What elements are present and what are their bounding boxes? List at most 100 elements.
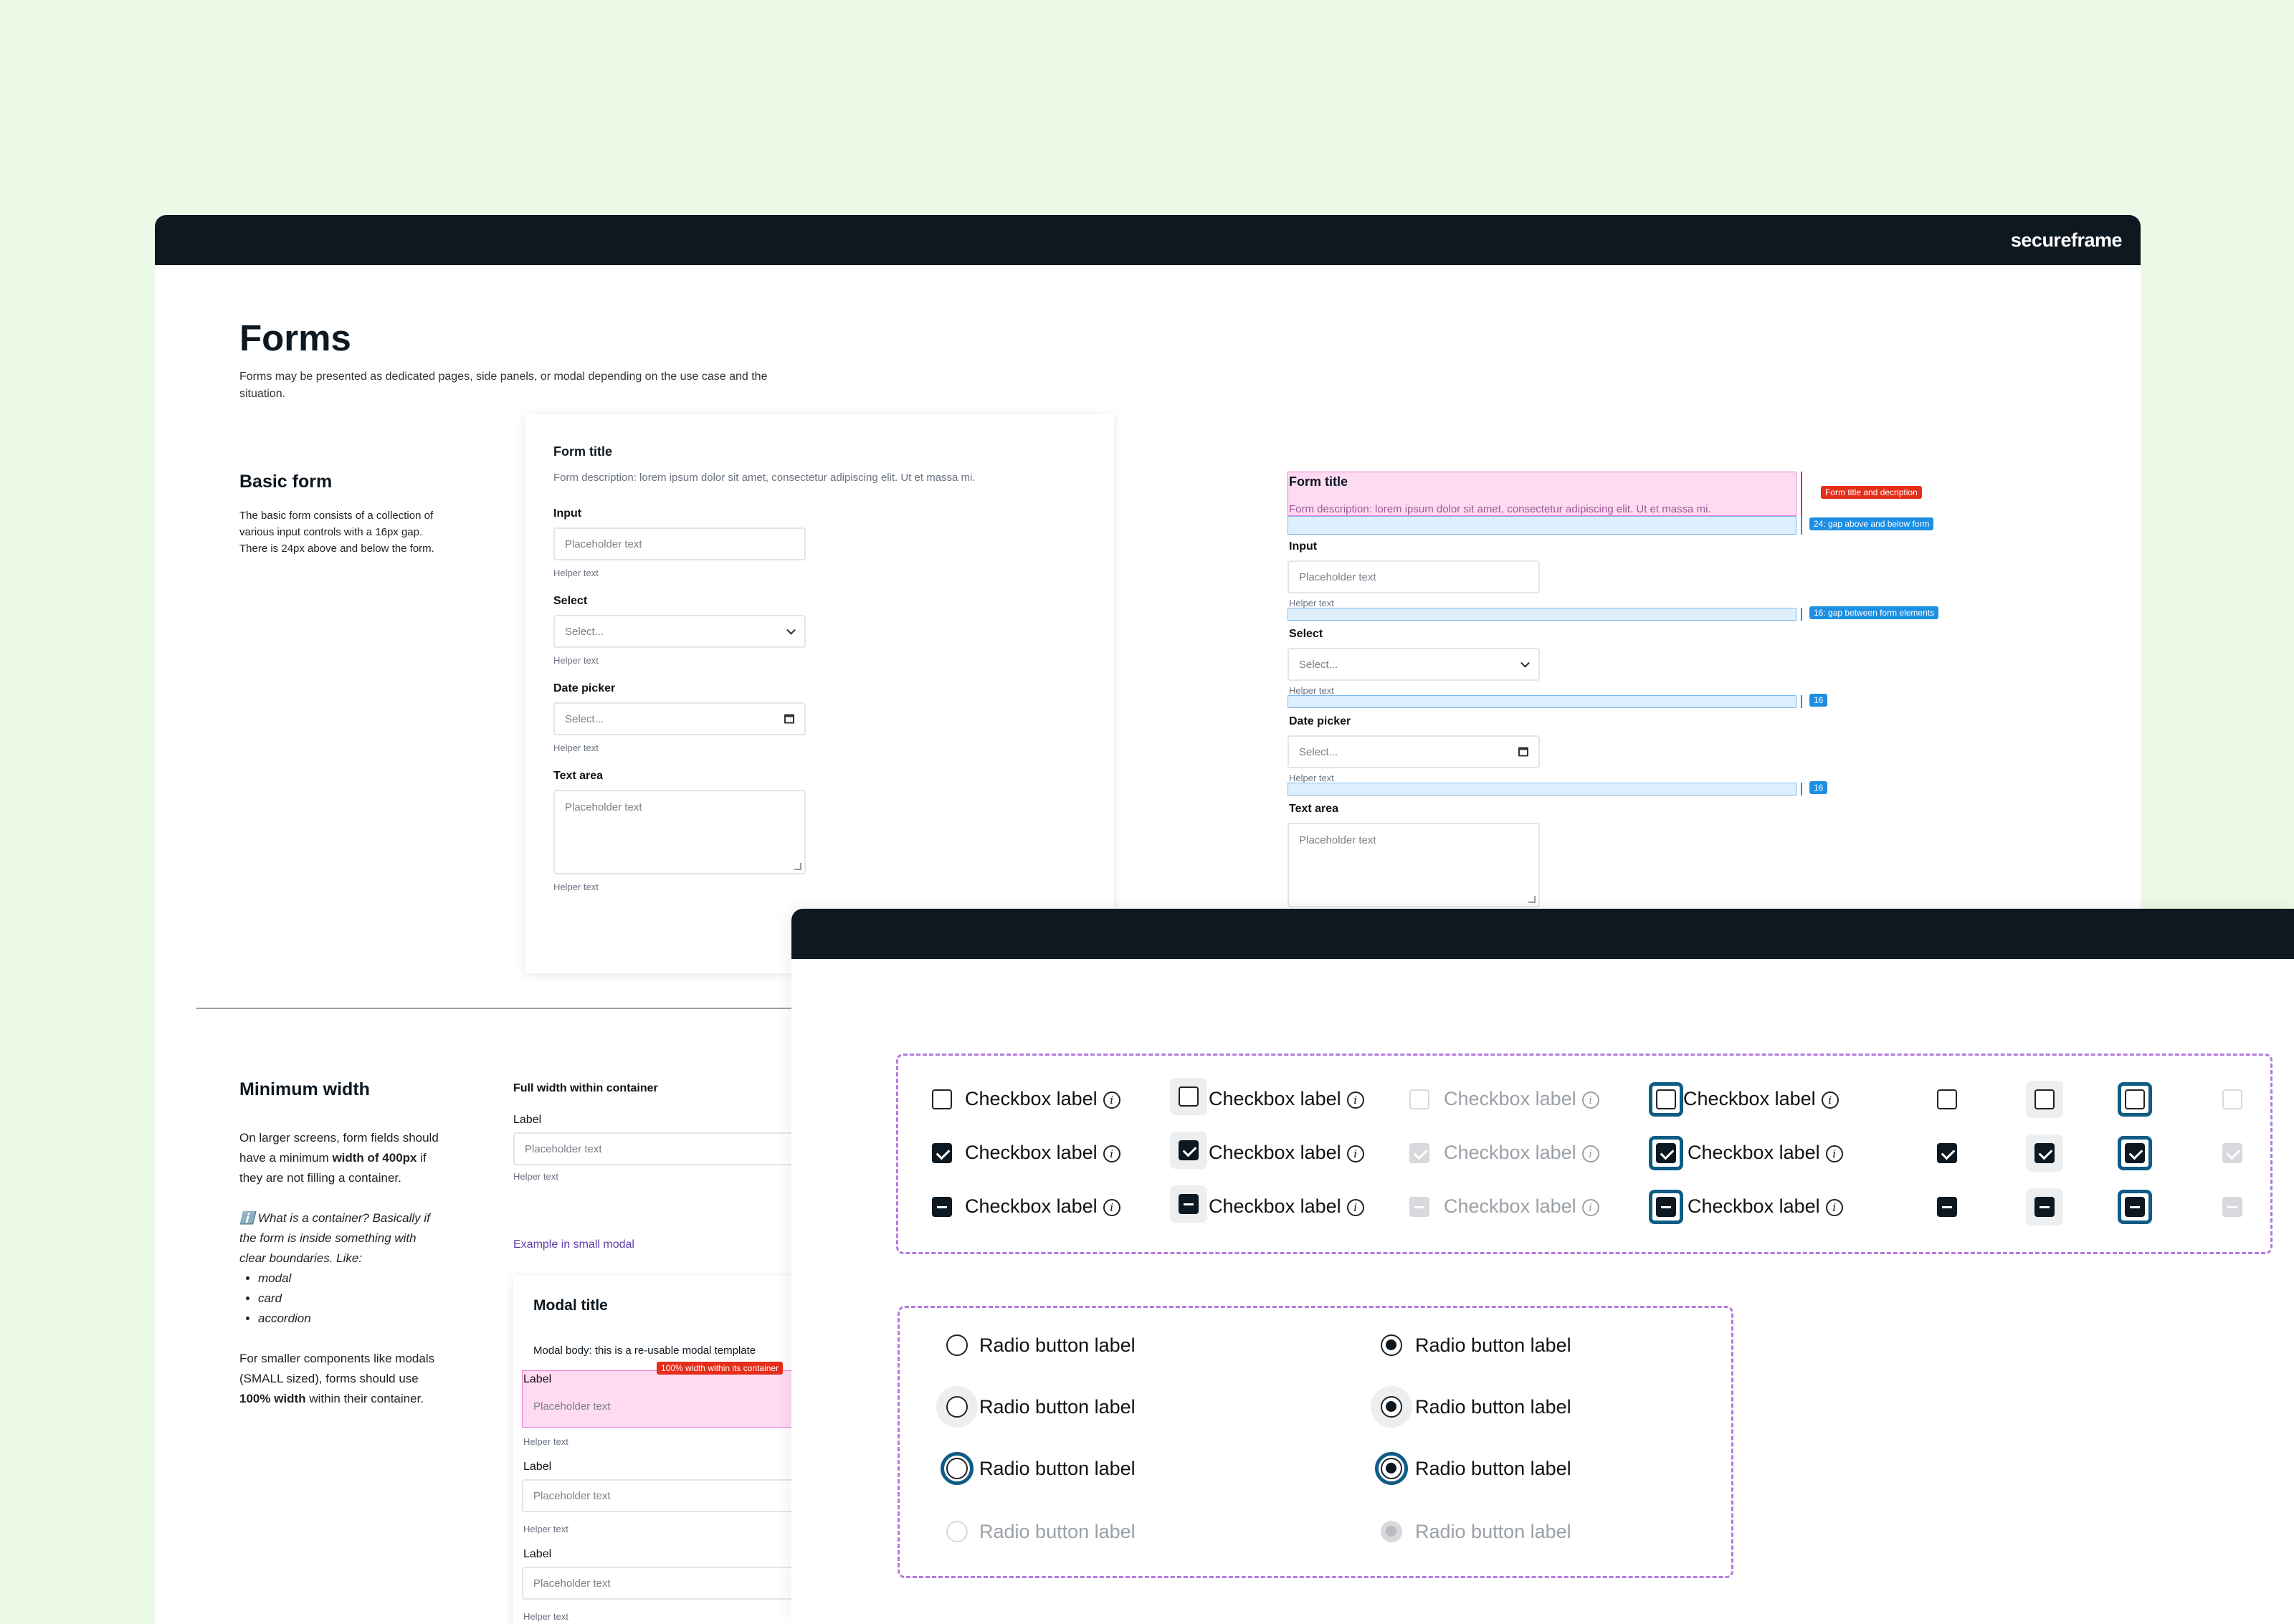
calendar-icon: [784, 714, 794, 724]
min-width-heading: Minimum width: [239, 1079, 370, 1099]
text-input[interactable]: Placeholder text: [553, 527, 806, 560]
checkbox-states-group: [896, 1054, 2272, 1254]
top-bar: secureframe: [155, 215, 2141, 265]
radio-label: Radio button label: [1415, 1334, 1571, 1356]
modal-input-1-placeholder[interactable]: Placeholder text: [533, 1400, 611, 1413]
radio-unselected-hover[interactable]: [946, 1396, 968, 1418]
focus-ring: [2118, 1082, 2152, 1117]
date-picker[interactable]: Select...: [553, 702, 806, 735]
modal-body: Modal body: this is a re-usable modal te…: [533, 1344, 756, 1357]
checkbox-indeterminate[interactable]: [932, 1197, 952, 1217]
checkbox-indeterminate-focus[interactable]: [2125, 1197, 2145, 1217]
annotated-textarea-label: Text area: [1289, 803, 1339, 815]
annotated-form-title: Form title: [1289, 474, 1348, 489]
title-desc-tag: Form title and decription: [1821, 486, 1922, 499]
info-icon: ℹ️: [239, 1211, 255, 1225]
checkbox-unchecked[interactable]: [1937, 1089, 1957, 1109]
resize-handle[interactable]: [1528, 896, 1536, 903]
modal-helper-1: Helper text: [523, 1436, 568, 1447]
date-label: Date picker: [553, 682, 616, 694]
checkbox-checked[interactable]: [932, 1143, 952, 1163]
checkbox-label: Checkbox label i: [1209, 1088, 1364, 1110]
textarea-helper: Helper text: [553, 882, 599, 892]
annotated-input-label: Input: [1289, 540, 1318, 553]
info-icon: i: [1581, 1145, 1599, 1162]
info-icon: i: [1103, 1145, 1120, 1162]
modal-label-1: Label: [523, 1373, 552, 1385]
radio-selected-hover[interactable]: [1381, 1396, 1402, 1418]
annotated-textarea[interactable]: Placeholder text: [1288, 823, 1540, 907]
checkbox-label: Checkbox label i: [1209, 1195, 1364, 1218]
example-link[interactable]: Example in small modal: [513, 1238, 634, 1251]
chevron-down-icon: [1520, 658, 1530, 668]
checkbox-checked-focus[interactable]: [1656, 1143, 1676, 1163]
select-helper: Helper text: [553, 655, 599, 666]
gap24-marker: [1801, 516, 1802, 535]
radio-unselected-focus[interactable]: [946, 1458, 968, 1479]
radio-unselected-disabled: [946, 1521, 968, 1542]
modal-helper-2: Helper text: [523, 1524, 568, 1534]
checkbox-label: Checkbox label i: [965, 1088, 1120, 1110]
full-width-tag: 100% width within its container: [657, 1362, 784, 1375]
radio-unselected[interactable]: [946, 1334, 968, 1356]
checkbox-label: Checkbox label i: [1209, 1142, 1364, 1164]
checkbox-indeterminate-disabled: [2222, 1197, 2242, 1217]
checkbox-indeterminate-focus[interactable]: [1656, 1197, 1676, 1217]
radio-label: Radio button label: [1415, 1396, 1571, 1418]
focus-ring: [941, 1452, 974, 1485]
radio-label: Radio button label: [979, 1458, 1136, 1479]
annotated-form-description: Form description: lorem ipsum dolor sit …: [1289, 503, 1711, 515]
title-highlight: [1288, 472, 1796, 516]
full-width-highlight: [522, 1370, 837, 1428]
checkbox-indeterminate-hover[interactable]: [2034, 1197, 2055, 1217]
annotated-select[interactable]: Select...: [1288, 648, 1540, 681]
checkbox-unchecked-hover[interactable]: [2034, 1089, 2055, 1109]
radio-selected[interactable]: [1381, 1334, 1402, 1356]
resize-handle[interactable]: [794, 863, 801, 870]
modal-title: Modal title: [533, 1297, 608, 1314]
radio-selected-focus[interactable]: [1381, 1458, 1402, 1479]
full-width-input[interactable]: Placeholder text: [513, 1132, 843, 1165]
modal-input-3[interactable]: Placeholder text: [522, 1567, 837, 1600]
gap24-highlight: [1288, 516, 1796, 535]
full-width-label: Label: [513, 1114, 542, 1126]
gap16-highlight-3: [1288, 783, 1796, 796]
checkbox-unchecked[interactable]: [932, 1089, 952, 1109]
checkbox-unchecked-hover[interactable]: [1179, 1086, 1199, 1107]
basic-form-card: Form title Form description: lorem ipsum…: [525, 414, 1114, 973]
checkbox-label: Checkbox label i: [1683, 1088, 1839, 1110]
info-icon: i: [1825, 1145, 1843, 1162]
basic-form-heading: Basic form: [239, 472, 333, 492]
checkbox-unchecked-focus[interactable]: [2125, 1089, 2145, 1109]
annotated-form: Form title Form description: lorem ipsum…: [1288, 472, 2133, 1117]
checkbox-unchecked-disabled: [2222, 1089, 2242, 1109]
modal-input-2[interactable]: Placeholder text: [522, 1479, 837, 1512]
checkbox-indeterminate-disabled: [1409, 1197, 1429, 1217]
checkbox-label: Checkbox label i: [1688, 1195, 1843, 1218]
form-description: Form description: lorem ipsum dolor sit …: [553, 472, 976, 484]
checkbox-checked-disabled: [1409, 1143, 1429, 1163]
checkbox-indeterminate[interactable]: [1937, 1197, 1957, 1217]
list-item: modal: [258, 1269, 442, 1289]
info-icon: i: [1821, 1092, 1839, 1109]
min-width-text: On larger screens, form fields should ha…: [239, 1128, 442, 1409]
select-field[interactable]: Select...: [553, 615, 806, 648]
radio-label: Radio button label: [1415, 1458, 1571, 1479]
annotated-date-picker[interactable]: Select...: [1288, 735, 1540, 768]
annotated-text-input[interactable]: Placeholder text: [1288, 560, 1540, 593]
radio-label: Radio button label: [979, 1396, 1136, 1418]
checkbox-unchecked-focus[interactable]: [1656, 1089, 1676, 1109]
focus-ring: [2118, 1136, 2152, 1170]
checkbox-checked-hover[interactable]: [1179, 1140, 1199, 1160]
info-icon: i: [1103, 1092, 1120, 1109]
checkbox-label: Checkbox label i: [1444, 1195, 1599, 1218]
input-helper: Helper text: [553, 568, 599, 578]
checkbox-checked-hover[interactable]: [2034, 1143, 2055, 1163]
checkbox-indeterminate-hover[interactable]: [1179, 1194, 1199, 1214]
checkbox-checked-focus[interactable]: [2125, 1143, 2145, 1163]
textarea[interactable]: Placeholder text: [553, 790, 806, 874]
checkbox-checked[interactable]: [1937, 1143, 1957, 1163]
select-label: Select: [553, 595, 588, 607]
list-item: card: [258, 1289, 442, 1309]
list-item: accordion: [258, 1309, 442, 1329]
